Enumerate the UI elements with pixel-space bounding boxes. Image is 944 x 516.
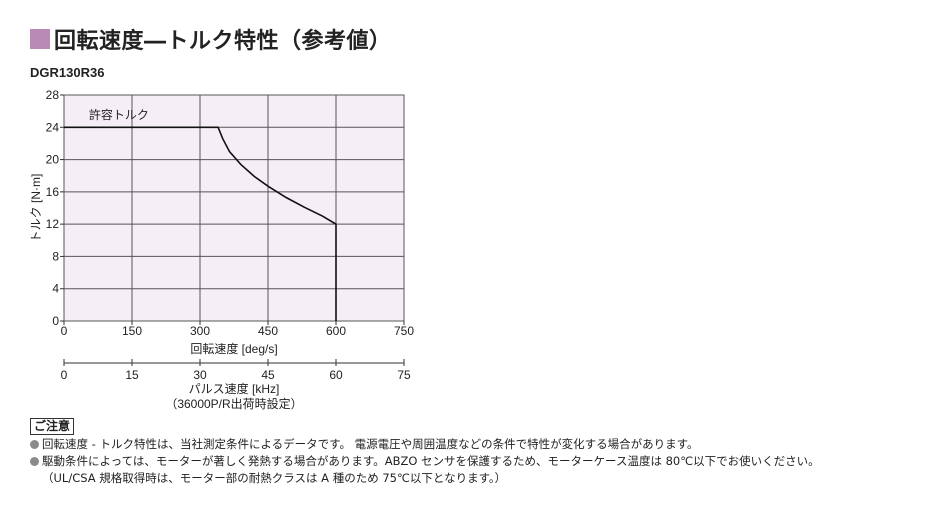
note-item: 回転速度 - トルク特性は、当社測定条件によるデータです。 電源電圧や周囲温度な… [30, 436, 820, 453]
bullet-icon [30, 440, 39, 449]
y-tick-label: 4 [52, 282, 59, 296]
secondary-x-tick-label: 75 [397, 368, 411, 382]
y-tick-label: 12 [46, 217, 60, 231]
secondary-x-tick-label: 60 [329, 368, 343, 382]
note-sub-item: （UL/CSA 規格取得時は、モーター部の耐熱クラスは A 種のため 75℃以下… [42, 471, 507, 485]
secondary-x-tick-label: 45 [261, 368, 275, 382]
model-name: DGR130R36 [30, 65, 105, 80]
notes-section: ご注意 回転速度 - トルク特性は、当社測定条件によるデータです。 電源電圧や周… [30, 418, 820, 487]
secondary-x-tick-label: 0 [61, 368, 68, 382]
x-axis-label: 回転速度 [deg/s] [190, 341, 277, 356]
y-tick-label: 24 [46, 120, 60, 134]
secondary-x-axis-note: （36000P/R出荷時設定） [165, 396, 302, 411]
y-tick-label: 28 [46, 88, 60, 102]
page-title: 回転速度―トルク特性（参考値） [30, 22, 392, 56]
y-axis-label: トルク [N·m] [29, 174, 43, 243]
y-tick-label: 20 [46, 153, 60, 167]
secondary-x-tick-label: 30 [193, 368, 207, 382]
note-item-text: 回転速度 - トルク特性は、当社測定条件によるデータです。 電源電圧や周囲温度な… [42, 437, 699, 451]
x-tick-label: 0 [61, 324, 68, 338]
page-title-text: 回転速度―トルク特性（参考値） [54, 29, 392, 54]
plot-frame [63, 94, 405, 322]
y-tick-label: 16 [46, 185, 60, 199]
series-line [64, 126, 337, 321]
plot-area [64, 95, 404, 321]
secondary-x-tick-label: 15 [125, 368, 139, 382]
x-tick-label: 300 [190, 324, 210, 338]
notes-heading: ご注意 [30, 418, 75, 435]
x-tick-label: 450 [258, 324, 278, 338]
y-tick-label: 0 [52, 314, 59, 328]
series-label: 許容トルク [89, 107, 149, 122]
note-item: 駆動条件によっては、モーターが著しく発熱する場合があります。ABZO センサを保… [30, 453, 820, 470]
bullet-icon [30, 457, 39, 466]
y-tick-label: 8 [52, 249, 59, 263]
x-tick-label: 150 [122, 324, 142, 338]
x-tick-label: 750 [394, 324, 414, 338]
title-marker [30, 29, 50, 49]
x-tick-label: 600 [326, 324, 346, 338]
note-item-text: 駆動条件によっては、モーターが著しく発熱する場合があります。ABZO センサを保… [42, 454, 820, 468]
secondary-x-axis-label: パルス速度 [kHz] [189, 381, 280, 396]
